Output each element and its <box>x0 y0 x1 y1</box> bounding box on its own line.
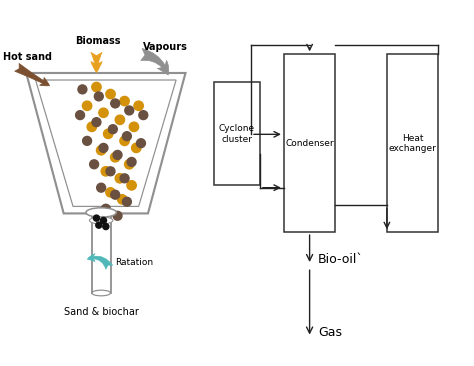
Circle shape <box>122 197 131 206</box>
Circle shape <box>113 211 122 220</box>
Circle shape <box>120 174 129 183</box>
Circle shape <box>103 224 109 229</box>
Text: Gas: Gas <box>318 326 342 339</box>
Text: Condenser: Condenser <box>285 139 334 148</box>
Circle shape <box>99 108 108 117</box>
Circle shape <box>118 195 127 204</box>
Circle shape <box>122 132 131 141</box>
Circle shape <box>127 181 137 190</box>
Ellipse shape <box>90 217 113 224</box>
Bar <box>387 54 438 232</box>
Circle shape <box>97 183 106 192</box>
Circle shape <box>137 139 146 147</box>
Text: Biomass: Biomass <box>75 36 121 46</box>
Circle shape <box>100 217 107 224</box>
Circle shape <box>82 137 91 145</box>
Circle shape <box>106 89 115 99</box>
Circle shape <box>78 85 87 94</box>
Circle shape <box>99 143 108 152</box>
Circle shape <box>90 160 99 169</box>
Circle shape <box>94 92 103 101</box>
Circle shape <box>132 143 141 153</box>
Circle shape <box>120 136 129 146</box>
Text: Heat
exchanger: Heat exchanger <box>389 134 437 153</box>
Circle shape <box>103 129 113 138</box>
Circle shape <box>106 188 115 197</box>
Circle shape <box>87 122 97 131</box>
Circle shape <box>134 101 143 111</box>
Circle shape <box>97 146 106 155</box>
Text: Hot sand: Hot sand <box>3 52 52 61</box>
Circle shape <box>129 122 138 131</box>
Circle shape <box>113 150 122 159</box>
Circle shape <box>76 111 84 120</box>
Circle shape <box>111 99 119 108</box>
Circle shape <box>92 118 101 127</box>
Circle shape <box>115 173 125 183</box>
Circle shape <box>139 111 148 120</box>
Circle shape <box>82 101 92 111</box>
Circle shape <box>125 106 134 115</box>
Circle shape <box>110 153 120 162</box>
Text: Ratation: Ratation <box>115 258 153 267</box>
Text: Sand & biochar: Sand & biochar <box>64 307 138 317</box>
Circle shape <box>111 190 119 199</box>
Circle shape <box>101 204 110 213</box>
Bar <box>284 54 336 232</box>
Circle shape <box>115 115 125 124</box>
Bar <box>214 82 260 185</box>
Ellipse shape <box>86 208 117 217</box>
Circle shape <box>93 215 100 221</box>
Text: Bio-oil`: Bio-oil` <box>318 253 364 266</box>
Circle shape <box>125 160 134 169</box>
Circle shape <box>127 157 136 167</box>
Circle shape <box>106 167 115 176</box>
Circle shape <box>96 222 102 228</box>
Text: Cyclone
cluster: Cyclone cluster <box>219 124 255 143</box>
Circle shape <box>120 96 129 106</box>
Text: Vapours: Vapours <box>143 42 188 52</box>
Circle shape <box>109 125 117 134</box>
Circle shape <box>92 82 101 92</box>
Circle shape <box>101 167 110 176</box>
